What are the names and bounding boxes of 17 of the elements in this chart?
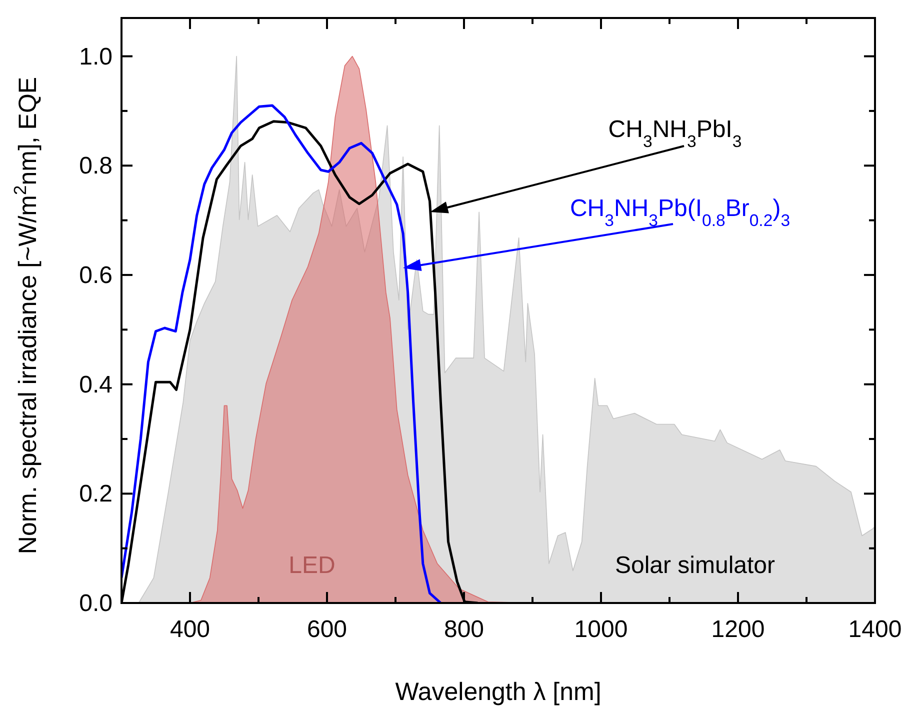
x-tick-label: 1200 (711, 616, 765, 643)
x-tick-label: 600 (306, 616, 348, 643)
y-tick-label: 0.2 (79, 480, 112, 508)
series-label: LED (288, 552, 336, 579)
y-tick-label: 1.0 (79, 43, 112, 70)
y-tick-label: 0.0 (79, 590, 112, 617)
series-label: Solar simulator (614, 552, 776, 579)
x-tick-label: 400 (170, 616, 210, 643)
text: CH$_{3}$NH$_{3}$PbI$_{3}$ (608, 116, 742, 150)
y-tick-label: 0.4 (79, 371, 112, 398)
text: CH$_{3}$NH$_{3}$Pb(I$_{0.8}$Br$_{0.2}$)$_{3}$ (570, 195, 790, 230)
x-tick-label: 800 (444, 616, 484, 643)
x-tick-label: 1400 (848, 616, 902, 643)
y-tick-label: 0.6 (79, 262, 112, 289)
x-axis-title: Wavelength λ [nm] (395, 678, 602, 706)
y-tick-label: 0.8 (79, 152, 112, 180)
x-tick-label: 1000 (574, 616, 628, 643)
